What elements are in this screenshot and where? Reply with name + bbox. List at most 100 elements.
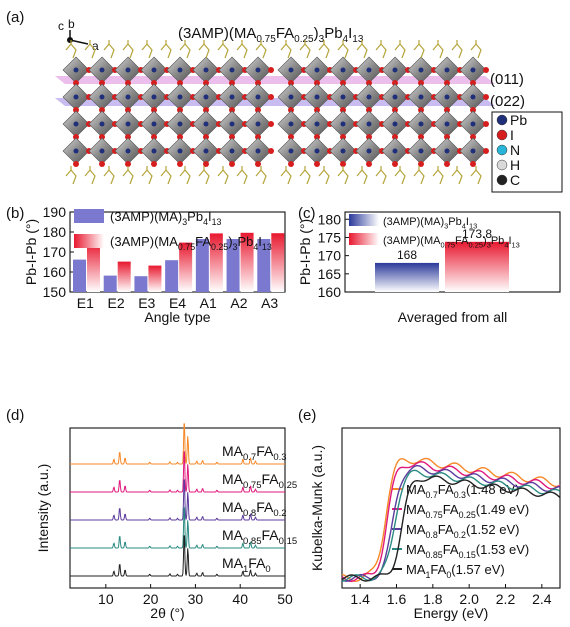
i-atom	[288, 80, 294, 86]
organic-cation	[65, 166, 77, 185]
i-atom	[444, 134, 450, 140]
y-tick-label: 170	[43, 244, 67, 260]
bar-ma-e1	[73, 259, 86, 292]
y-tick-label: 190	[43, 204, 67, 220]
organic-cation	[337, 40, 349, 59]
element-pb-label: Pb	[510, 112, 527, 128]
i-atom	[203, 134, 209, 140]
i-atom	[177, 107, 183, 113]
i-atom	[125, 161, 131, 167]
organic-cation	[236, 40, 248, 59]
x-tick-label: 10	[98, 591, 114, 607]
pb-atom	[340, 148, 346, 154]
element-i-label: I	[510, 127, 514, 143]
x-tick-label: A1	[200, 295, 217, 311]
pb-atom	[366, 67, 372, 73]
pb-atom	[288, 94, 294, 100]
pb-atom	[73, 67, 79, 73]
pb-atom	[314, 148, 320, 154]
pb-atom	[255, 121, 261, 127]
legend-label: MA0.75FA0.25(1.49 eV)	[406, 502, 529, 520]
legend-label: (3AMP)(MA)3Pb4I13	[383, 216, 477, 230]
legend-swatch	[74, 209, 104, 223]
i-atom	[366, 161, 372, 167]
pb-atom	[366, 121, 372, 127]
y-tick-label: 150	[43, 284, 67, 300]
i-atom	[73, 80, 79, 86]
organic-cation	[394, 40, 406, 59]
i-atom	[314, 134, 320, 140]
panel-b: (b) 150 160 170 180 190 E1 E2 E3 E4 A1 A2 A3 Angle t…	[6, 204, 286, 325]
pb-atom	[177, 67, 183, 73]
y-tick-label: 180	[318, 211, 342, 227]
pb-atom	[203, 121, 209, 127]
legend-label: MA0.85FA0.15(1.53 eV)	[406, 542, 529, 560]
pb-atom	[288, 67, 294, 73]
i-atom	[418, 161, 424, 167]
i-atom	[73, 134, 79, 140]
plot-frame	[69, 427, 286, 589]
organic-cation	[217, 166, 229, 185]
i-atom	[177, 134, 183, 140]
series-label: MA0.75FA0.25	[222, 471, 297, 491]
organic-cation	[413, 40, 425, 59]
organic-cation	[84, 166, 96, 185]
y-tick-label: 160	[318, 284, 342, 300]
i-atom	[268, 94, 274, 100]
i-atom	[151, 134, 157, 140]
panel-e: (e) 1.4 1.6 1.8 2.0 2.2 2.4 MA0.7FA0.3(1.48 eV…	[298, 407, 561, 621]
i-atom	[229, 134, 235, 140]
i-atom	[392, 161, 398, 167]
organic-cation	[122, 40, 134, 59]
i-atom	[99, 161, 105, 167]
pb-atom	[418, 148, 424, 154]
pb-atom	[255, 67, 261, 73]
bar-mafa-e1	[87, 242, 100, 292]
i-atom	[73, 107, 79, 113]
pb-atom	[151, 67, 157, 73]
pb-atom	[392, 67, 398, 73]
i-atom	[203, 107, 209, 113]
pb-atom	[340, 67, 346, 73]
crystal-axes: c b a	[58, 17, 99, 53]
pb-atom	[470, 67, 476, 73]
i-atom	[203, 161, 209, 167]
pb-atom	[73, 94, 79, 100]
pb-atom	[177, 148, 183, 154]
i-atom	[444, 161, 450, 167]
element-c-marker	[496, 174, 508, 186]
i-atom	[73, 161, 79, 167]
i-atom	[125, 107, 131, 113]
organic-cation	[84, 40, 96, 59]
pb-atom	[340, 121, 346, 127]
i-atom	[99, 134, 105, 140]
pb-atom	[470, 148, 476, 154]
pb-atom	[203, 67, 209, 73]
panel-c: (c) 160 165 170 175 180 168 173.8 Averaged from…	[297, 205, 561, 325]
pb-atom	[392, 148, 398, 154]
organic-cation	[160, 166, 172, 185]
organic-cation	[198, 166, 210, 185]
i-atom	[392, 80, 398, 86]
pb-atom	[470, 94, 476, 100]
x-axis-label: Angle type	[144, 309, 210, 325]
legend-label: MA1FA0(1.57 eV)	[406, 562, 505, 580]
pb-atom	[229, 121, 235, 127]
organic-cation	[394, 166, 406, 185]
i-atom	[314, 80, 320, 86]
x-tick-label: 50	[277, 591, 293, 607]
i-atom	[418, 80, 424, 86]
bar-ma-a3	[257, 239, 271, 292]
xrd-line	[70, 479, 285, 521]
i-atom	[99, 80, 105, 86]
x-tick-label: E3	[138, 295, 155, 311]
legend-swatch	[74, 234, 104, 248]
data-label: 168	[397, 248, 417, 262]
pb-atom	[255, 148, 261, 154]
legend-swatch	[349, 233, 379, 245]
pb-atom	[99, 121, 105, 127]
element-n-marker	[496, 144, 508, 156]
pb-atom	[444, 94, 450, 100]
organic-cation	[179, 166, 191, 185]
